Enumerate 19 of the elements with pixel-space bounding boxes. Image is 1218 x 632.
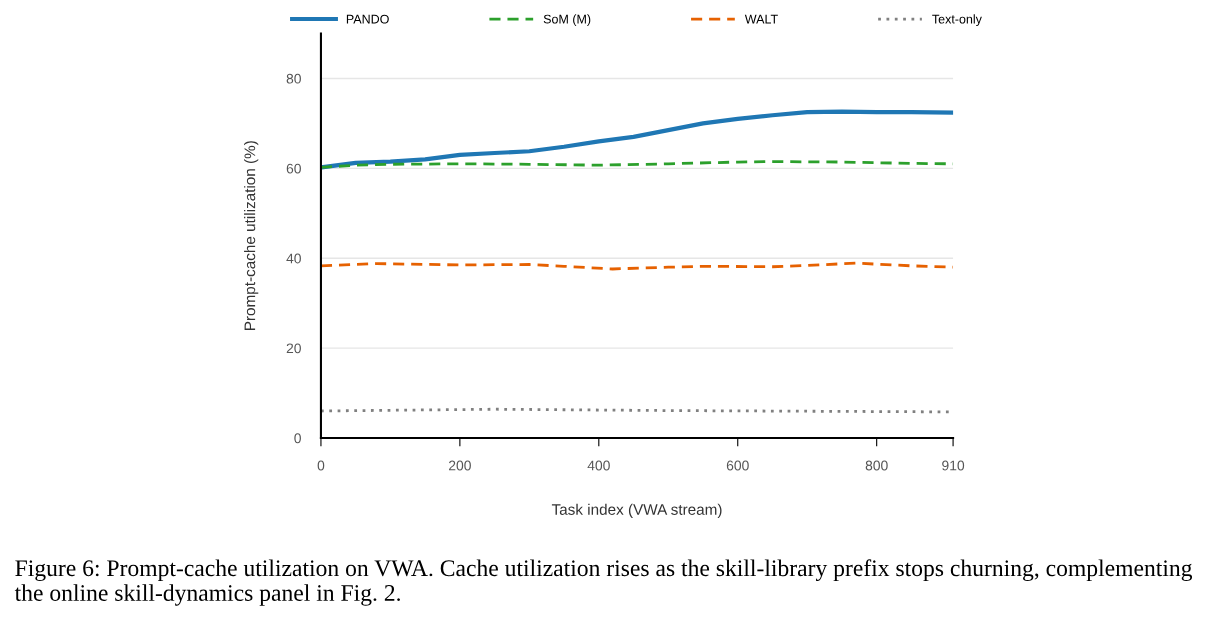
y-tick-label: 40: [286, 253, 301, 264]
y-tick-label: 20: [286, 343, 301, 354]
y-tick-label: 60: [286, 163, 301, 174]
x-tick-label: 0: [317, 460, 325, 471]
y-axis-title: Prompt-cache utilization (%): [244, 141, 259, 330]
x-tick-label: 200: [448, 460, 471, 471]
x-tick-label: 400: [587, 460, 610, 471]
legend-label: Text-only: [932, 14, 982, 26]
x-tick-label: 800: [865, 460, 888, 471]
line-series: [320, 109, 954, 170]
x-tick-label: 910: [942, 460, 965, 471]
legend-label: WALT: [744, 14, 778, 24]
legend-label: SoM (M): [543, 14, 591, 26]
x-axis-title: Task index (VWA stream): [551, 503, 722, 518]
x-tick-label: 600: [726, 460, 749, 471]
y-tick-label: 80: [286, 73, 301, 84]
y-tick-label: 0: [294, 433, 301, 444]
legend-label: PANDO: [346, 14, 389, 24]
caption: Figure 6: Prompt-cache utilization on VWA. Cache utilization rises as the skill-library prefix stops churning, complementing the online skill-dynamics panel in Fig. 2.: [14, 559, 1193, 606]
